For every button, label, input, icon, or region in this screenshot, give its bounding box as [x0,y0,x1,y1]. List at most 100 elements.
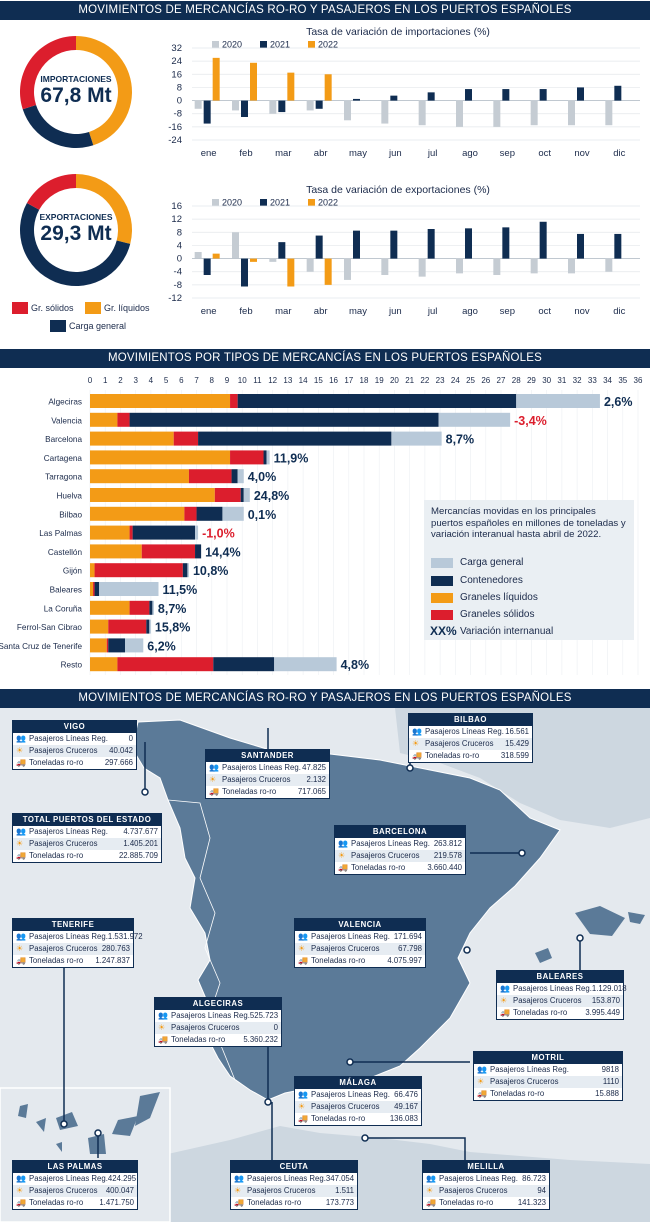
bar-2020-dic [605,100,613,126]
category-label: Barcelona [45,435,82,444]
legend-label-solidos: Gr. sólidos [31,303,74,313]
bar-segment-Huelva [240,488,244,502]
donut-export-value: 29,3 Mt [40,222,112,245]
bar-segment-Tarragona [90,469,189,484]
bar-segment-Valencia [438,412,511,427]
sun-icon: ☀ [234,1186,242,1195]
port-row-label: Pasajeros Líneas Reg. [311,932,390,941]
bar-segment-Baleares [90,582,94,596]
x-tick-label: 2 [118,376,123,385]
category-label: La Coruña [44,604,83,613]
port-row-lineas: 👥 Pasajeros Líneas Reg. 347.054 [231,1173,357,1185]
bar-2020-nov [568,258,575,274]
bar-segment-Huelva [90,488,215,502]
port-row-lineas: 👥 Pasajeros Líneas Reg. 16.561 [409,726,532,738]
bar-2020-feb [232,232,239,259]
port-row-lineas: 👥 Pasajeros Líneas Reg. 66.476 [295,1089,421,1101]
y-tick-label: 4 [177,240,182,251]
bar-2021-oct [539,89,547,101]
people-icon: 👥 [298,932,308,941]
bar-segment-Baleares [93,582,95,596]
port-row-label: Pasajeros Cruceros [425,739,494,748]
port-row-lineas: 👥 Pasajeros Líneas Reg. 525.723 [155,1010,281,1022]
bar-segment-Algeciras [237,394,517,408]
bar-2020-ago [456,100,463,127]
x-tick-label: 26 [481,376,490,385]
port-row-lineas: 👥 Pasajeros Líneas Reg. 1.531.972 [13,931,143,943]
port-name: BILBAO [409,714,532,726]
port-row-value: 525.723 [249,1011,279,1020]
sun-icon: ☀ [412,739,420,748]
category-label: Tarragona [45,473,82,482]
x-tick-label: may [349,148,367,159]
port-row-label: Pasajeros Cruceros [247,1186,316,1195]
bar-segment-Valencia [117,412,130,427]
port-row-value: 280.763 [101,944,130,953]
x-tick-label: 24 [451,376,460,385]
x-tick-label: ene [201,148,217,159]
x-tick-label: 11 [253,376,262,385]
x-tick-label: feb [239,148,252,159]
truck-icon: 🚚 [412,751,422,760]
x-tick-label: 16 [329,376,338,385]
category-label: Valencia [51,416,82,425]
x-tick-label: 19 [375,376,384,385]
x-tick-label: 34 [603,376,612,385]
port-name: CEUTA [231,1161,357,1173]
sun-icon: ☀ [426,1186,434,1195]
variation-label: 4,0% [248,470,277,484]
port-card: CEUTA 👥 Pasajeros Líneas Reg. 347.054 ☀ Pasaj… [230,1160,358,1210]
bar-segment-Bilbao [196,506,223,521]
legend-swatch-2022 [308,199,315,206]
bar-segment-Cartagena [266,450,270,465]
y-tick-label: -8 [174,109,182,120]
bar-segment-Resto [274,657,337,672]
bar-2022-mar [287,72,295,101]
bar-2021-jun [390,95,398,101]
bar-2021-nov [577,233,584,259]
port-row-label: Toneladas ro-ro [311,956,366,965]
legend-label-contenedores: Contenedores [460,575,523,586]
people-icon: 👥 [338,839,348,848]
port-row-value: 1110 [602,1077,619,1086]
x-tick-label: 1 [103,376,108,385]
port-row-value: 1.511 [335,1186,354,1195]
bar-segment-Resto [90,657,118,672]
truck-icon: 🚚 [477,1089,487,1098]
port-row-ro: 🚚 Toneladas ro-ro 15.888 [474,1088,622,1100]
variation-label: 8,7% [158,602,187,616]
port-row-label: Pasajeros Cruceros [29,944,98,953]
port-card: SANTANDER 👥 Pasajeros Líneas Reg. 47.825 ☀ Pa… [205,749,330,799]
x-tick-label: 21 [405,376,414,385]
port-row-value: 49.167 [394,1102,418,1111]
x-tick-label: 3 [133,376,138,385]
sun-icon: ☀ [500,996,508,1005]
port-row-ro: 🚚 Toneladas ro-ro 717.065 [206,786,329,798]
legend-label-2021: 2021 [270,198,290,208]
port-row-label: Toneladas ro-ro [29,1198,84,1207]
bar-2020-oct [530,100,538,126]
x-tick-label: 33 [588,376,597,385]
y-tick-label: 32 [171,43,182,54]
x-tick-label: 14 [299,376,308,385]
truck-icon: 🚚 [426,1198,436,1207]
y-tick-label: 8 [177,227,182,238]
port-row-value: 263.812 [433,839,462,848]
bar-segment-Castellón [90,544,142,559]
bar-segment-Valencia [129,412,439,427]
port-row-ro: 🚚 Toneladas ro-ro 5.360.232 [155,1034,281,1046]
export-variation-chart: Tasa de variación de exportaciones (%) 20… [168,184,640,317]
port-row-ro: 🚚 Toneladas ro-ro 1.471.750 [13,1197,137,1209]
donut-importaciones [19,36,133,148]
bar-segment-Las Palmas [195,525,199,540]
bar-2022-ene [212,253,220,259]
category-label: Baleares [50,586,82,595]
port-row-value: 219.578 [433,851,462,860]
legend-swatch-2022 [308,41,315,48]
bar-segment-Baleares [99,582,159,596]
truck-icon: 🚚 [234,1198,244,1207]
port-row-value: 47.825 [302,763,326,772]
port-row-label: Toneladas ro-ro [222,787,277,796]
x-tick-label: 17 [344,376,353,385]
chart-title: Tasa de variación de importaciones (%) [306,26,490,38]
